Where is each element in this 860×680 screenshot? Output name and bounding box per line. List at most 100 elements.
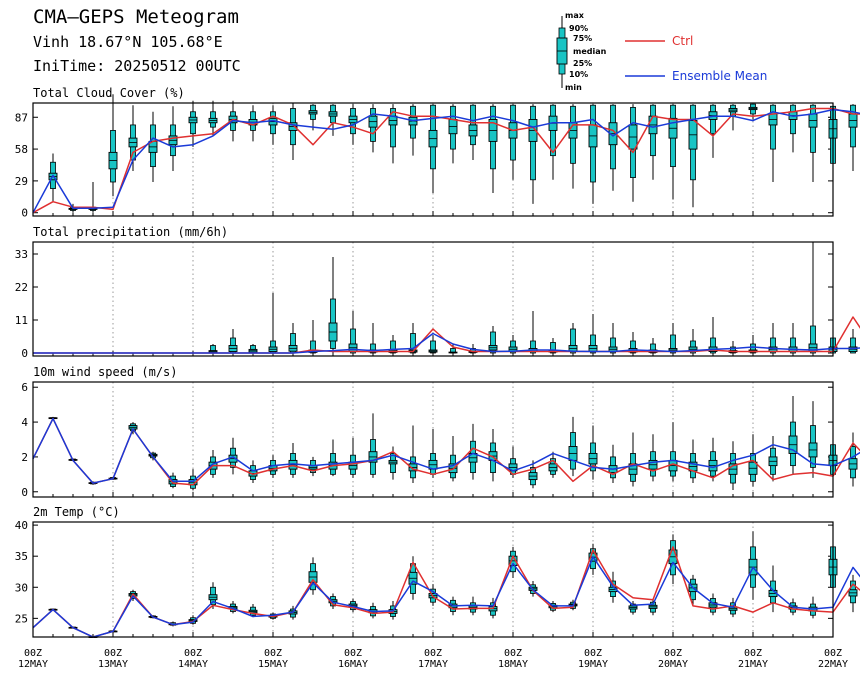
box-whisker (568, 323, 578, 354)
decile-box (530, 340, 536, 354)
x-tick-label: 19MAY (578, 659, 608, 670)
box-whisker (388, 104, 398, 164)
box-whisker (688, 329, 698, 354)
x-tick-label: 21MAY (738, 659, 768, 670)
decile-box (410, 333, 416, 354)
box-whisker (528, 104, 538, 204)
chart-title: CMA—GEPS Meteogram (33, 6, 239, 28)
box-whisker (368, 323, 378, 354)
box-whisker (608, 104, 618, 191)
box-whisker (808, 242, 818, 354)
box-whisker (468, 104, 478, 161)
box-whisker (788, 323, 798, 354)
box-whisker (548, 451, 558, 478)
decile-box (670, 334, 676, 354)
decile-box (650, 343, 656, 354)
x-tick-label: 00Z (344, 648, 362, 659)
box-whisker (368, 413, 378, 478)
box-whisker (808, 104, 818, 182)
legend-box-label: 10% (569, 70, 588, 79)
box-whisker (288, 103, 298, 161)
box-whisker (448, 436, 458, 482)
x-tick-label: 00Z (24, 648, 42, 659)
box-whisker (708, 317, 718, 354)
box-whisker (588, 314, 598, 354)
x-tick-label: 22MAY (818, 659, 848, 670)
box-whisker (488, 326, 498, 354)
x-tick-label: 16MAY (338, 659, 368, 670)
x-tick-label: 14MAY (178, 659, 208, 670)
box-whisker (668, 323, 678, 354)
box-whisker (48, 153, 58, 202)
legend-box-label: median (573, 47, 607, 56)
decile-box (750, 343, 756, 354)
panel-3: 10m wind speed (m/s) 0 2 4 6 (21, 365, 860, 499)
box-whisker (348, 598, 358, 613)
x-tick-label: 12MAY (18, 659, 48, 670)
box-whisker (668, 534, 678, 585)
ctrl-line (32, 107, 860, 214)
box-whisker (568, 416, 578, 477)
decile-box (710, 337, 716, 354)
box-whisker (568, 104, 578, 189)
box-whisker (128, 422, 138, 435)
location-label: Vinh 18.67°N 105.68°E (33, 33, 223, 51)
box-whisker (748, 531, 758, 600)
box-whisker (428, 584, 438, 606)
y-tick-label: 40 (15, 519, 28, 532)
box-whisker (608, 323, 618, 354)
ctrl-line (32, 417, 860, 486)
y-tick-label: 22 (15, 281, 28, 294)
decile-box (770, 104, 776, 150)
panel-title: 2m Temp (°C) (33, 505, 120, 519)
x-tick-label: 17MAY (418, 659, 448, 670)
ensemble-mean-line (32, 417, 860, 484)
box-whisker (848, 574, 858, 613)
box-whisker (788, 395, 798, 475)
box-whisker (308, 320, 318, 354)
y-tick-label: 25 (15, 612, 28, 625)
ctrl-line (32, 546, 860, 638)
box-whisker (648, 598, 658, 616)
box-whisker (768, 104, 778, 182)
x-tick-label: 15MAY (258, 659, 288, 670)
box-whisker (448, 104, 458, 164)
x-tick-label: 00Z (824, 648, 842, 659)
legend-box-label: 90% (569, 24, 588, 33)
y-tick-label: 87 (15, 111, 28, 124)
legend-box-label: min (565, 83, 582, 92)
box-whisker (328, 439, 338, 477)
meteogram-panels: Total Cloud Cover (%) 0 29 58 87 Total precip… (15, 86, 860, 638)
panel-frame (32, 521, 834, 638)
box-whisker (588, 425, 598, 480)
x-tick-label: 00Z (744, 648, 762, 659)
box-whisker (508, 335, 518, 354)
y-tick-label: 11 (15, 314, 28, 327)
panel-frame (32, 102, 834, 217)
box-whisker (348, 311, 358, 354)
box-whisker (648, 434, 658, 482)
box-whisker (708, 104, 718, 158)
box-whisker (668, 422, 678, 482)
box-whisker (188, 100, 198, 147)
box-whisker (428, 335, 438, 354)
box-whisker (628, 432, 638, 487)
legend-mean-label: Ensemble Mean (672, 69, 767, 83)
y-tick-label: 4 (21, 416, 28, 429)
legend-box-label: max (565, 11, 585, 20)
box-whisker (248, 344, 258, 354)
x-tick-label: 20MAY (658, 659, 688, 670)
panel-4: 2m Temp (°C) 25 30 35 40 (15, 505, 860, 638)
box-whisker (308, 557, 318, 595)
panel-1: Total Cloud Cover (%) 0 29 58 87 (15, 86, 860, 220)
box-whisker (768, 565, 778, 613)
box-whisker (808, 596, 818, 619)
decile-box (630, 340, 636, 354)
ensemble-mean-line (32, 556, 860, 638)
box-whisker (328, 104, 338, 136)
box-whisker (268, 293, 278, 354)
y-tick-label: 35 (15, 550, 28, 563)
box-whisker (748, 103, 758, 120)
box-whisker (208, 100, 218, 136)
